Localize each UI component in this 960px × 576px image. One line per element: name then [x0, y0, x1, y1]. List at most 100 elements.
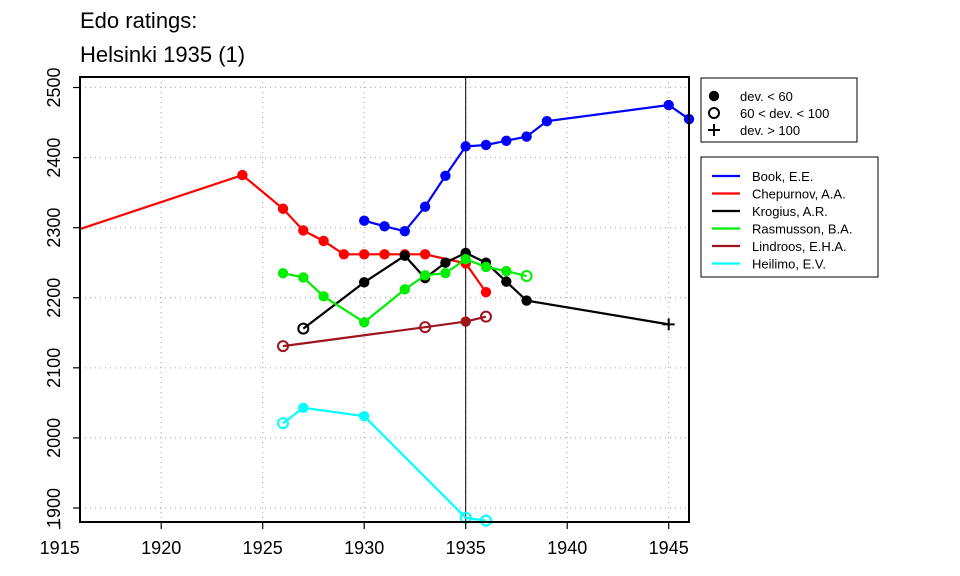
data-point: [277, 417, 289, 430]
data-point: [298, 402, 309, 413]
data-point: [277, 203, 289, 214]
marker-legend-label: dev. < 60: [740, 89, 793, 104]
data-point: [663, 99, 674, 111]
data-point: [480, 514, 492, 527]
data-point: [460, 141, 471, 152]
data-point: [419, 249, 431, 260]
data-point: [480, 286, 492, 298]
data-point: [440, 257, 451, 268]
data-point: [501, 135, 512, 146]
y-tick-label: 2500: [44, 67, 64, 107]
y-tick-label: 1900: [44, 488, 64, 528]
data-point: [399, 284, 410, 295]
data-point: [338, 249, 350, 260]
data-point: [277, 340, 289, 353]
data-point: [440, 268, 451, 279]
y-tick-label: 2200: [44, 278, 64, 318]
data-point: [359, 317, 370, 328]
series-legend-item: Chepurnov, A.A.: [712, 187, 846, 202]
data-point: [521, 295, 532, 306]
series-legend: Book, E.E. Chepurnov, A.A. Krogius, A.R. Ra…: [700, 156, 879, 278]
data-point: [359, 215, 370, 226]
series-line: [282, 315, 487, 348]
data-point: [399, 250, 410, 261]
y-tick-label: 2100: [44, 348, 64, 388]
series-line: [79, 173, 487, 293]
series-3: [277, 254, 533, 328]
x-tick-label: 1915: [40, 538, 80, 558]
chart-title-line-2: Helsinki 1935 (1): [80, 42, 245, 67]
series-legend-item: Rasmusson, B.A.: [712, 222, 852, 237]
x-tick-label: 1940: [547, 538, 587, 558]
series-legend-label: Heilimo, E.V.: [752, 257, 826, 272]
marker-legend-symbol: [708, 107, 720, 119]
data-point: [399, 225, 410, 237]
axes: 1915 1920 1925 1930 1935 1940 1945 1900 2000 2100…: [40, 67, 689, 558]
marker-legend-item: 60 < dev. < 100: [708, 106, 829, 121]
marker-legend-label: 60 < dev. < 100: [740, 106, 829, 121]
x-tick-label: 1925: [243, 538, 283, 558]
data-point: [419, 201, 431, 212]
grid: [80, 77, 689, 522]
series-legend-label: Lindroos, E.H.A.: [752, 239, 847, 254]
series-legend-item: Book, E.E.: [712, 169, 813, 184]
series-legend-label: Chepurnov, A.A.: [752, 187, 846, 202]
data-point: [501, 276, 512, 287]
data-point: [318, 291, 329, 302]
x-tick-label: 1935: [446, 538, 486, 558]
y-tick-label: 2300: [44, 208, 64, 248]
data-point: [501, 265, 512, 277]
series-legend-item: Krogius, A.R.: [712, 204, 828, 219]
chart-title-line-1: Edo ratings:: [80, 8, 197, 33]
data-point: [440, 170, 451, 182]
data-point: [237, 169, 248, 181]
series-legend-label: Rasmusson, B.A.: [752, 222, 852, 237]
x-tick-label: 1930: [344, 538, 384, 558]
data-point: [277, 268, 289, 279]
series-line: [302, 251, 669, 330]
series-line: [363, 103, 690, 233]
data-point: [359, 277, 370, 288]
series-5: [277, 402, 492, 527]
marker-legend-symbol: [708, 90, 720, 102]
data-point: [521, 131, 532, 142]
data-point: [419, 321, 432, 334]
series-legend-item: Heilimo, E.V.: [712, 257, 826, 272]
y-tick-label: 2000: [44, 418, 64, 458]
data-point: [379, 249, 390, 260]
data-point: [419, 270, 431, 281]
data-point: [480, 261, 492, 273]
x-tick-label: 1945: [649, 538, 689, 558]
data-point: [297, 322, 310, 335]
data-point: [298, 272, 309, 283]
data-point: [359, 249, 370, 260]
marker-legend-box: [700, 77, 858, 143]
plot-frame: [79, 76, 690, 523]
data-point: [520, 270, 533, 283]
y-tick-label: 2400: [44, 138, 64, 178]
data-point: [298, 225, 309, 236]
series-0: [359, 99, 695, 237]
marker-legend-item: dev. > 100: [708, 123, 800, 138]
series-legend-label: Book, E.E.: [752, 169, 813, 184]
series-legend-item: Lindroos, E.H.A.: [712, 239, 847, 254]
data-point: [480, 310, 492, 323]
x-tick-label: 1920: [141, 538, 181, 558]
marker-legend-symbol: [708, 124, 720, 136]
data-point: [541, 115, 553, 127]
series-4: [277, 310, 492, 353]
series-legend-label: Krogius, A.R.: [752, 204, 828, 219]
series-layer: [79, 99, 695, 527]
marker-legend: dev. < 60 60 < dev. < 100 dev. > 100: [700, 77, 858, 143]
data-point: [480, 139, 492, 151]
marker-legend-label: dev. > 100: [740, 123, 800, 138]
marker-legend-item: dev. < 60: [708, 89, 793, 104]
series-line: [282, 406, 487, 522]
data-point: [359, 410, 370, 422]
data-point: [460, 316, 471, 327]
data-point: [460, 254, 471, 265]
data-point: [318, 235, 329, 247]
data-point: [662, 318, 675, 331]
data-point: [379, 221, 390, 232]
